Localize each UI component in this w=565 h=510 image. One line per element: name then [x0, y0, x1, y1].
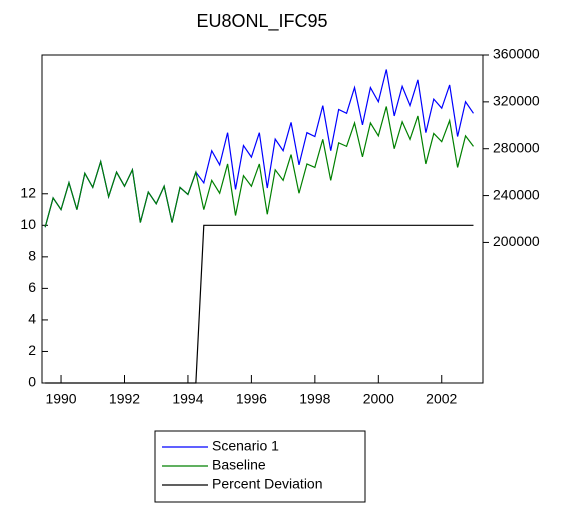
y2-tick-label: 360000 — [493, 46, 540, 62]
y-tick-label: 8 — [28, 248, 36, 264]
chart-title: EU8ONL_IFC95 — [196, 11, 327, 32]
x-tick-label: 1994 — [172, 391, 203, 407]
y-tick-label: 12 — [20, 184, 36, 200]
x-tick-label: 1996 — [236, 391, 267, 407]
x-tick-label: 1992 — [109, 391, 140, 407]
y2-tick-label: 280000 — [493, 139, 540, 155]
y-tick-label: 6 — [28, 279, 36, 295]
x-tick-label: 1990 — [45, 391, 76, 407]
series-line — [44, 69, 474, 228]
series-line — [45, 224, 474, 384]
legend-label: Percent Deviation — [212, 476, 323, 492]
legend-label: Scenario 1 — [212, 438, 279, 454]
x-tick-label: 2000 — [363, 391, 394, 407]
x-tick-label: 1998 — [299, 391, 330, 407]
y-tick-label: 10 — [20, 216, 36, 232]
y2-tick-label: 200000 — [493, 233, 540, 249]
plot-frame — [41, 54, 484, 384]
y-tick-label: 2 — [28, 342, 36, 358]
y2-tick-label: 320000 — [493, 93, 540, 109]
y-tick-label: 0 — [28, 374, 36, 390]
series-line — [44, 106, 474, 228]
x-tick-label: 2002 — [426, 391, 457, 407]
y2-tick-label: 240000 — [493, 186, 540, 202]
legend-label: Baseline — [212, 457, 266, 473]
y-tick-label: 4 — [28, 311, 36, 327]
